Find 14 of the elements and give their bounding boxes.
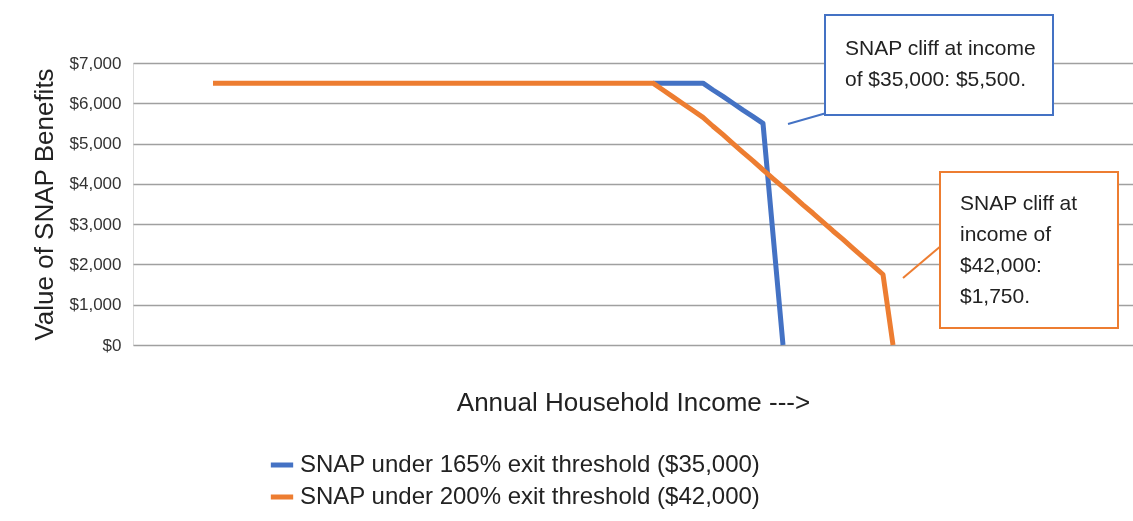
y-tick-label: $4,000	[69, 174, 122, 194]
y-tick-label: $3,000	[69, 214, 122, 234]
x-axis-title: Annual Household Income --->	[456, 386, 811, 417]
annotation: SNAP cliff at income of $35,000: $5,500.	[845, 36, 1036, 90]
y-axis-title: Value of SNAP Benefits	[28, 68, 59, 341]
y-tick-label: $0	[102, 335, 122, 355]
y-tick-label: $1,000	[69, 295, 122, 315]
annotation: SNAP cliff at income of $42,000: $1,750.	[960, 191, 1078, 307]
y-tick-label: $2,000	[69, 254, 122, 274]
y-tick-label: $6,000	[69, 93, 122, 113]
legend-label: SNAP under 165% exit threshold ($35,000)	[300, 450, 760, 477]
legend-label: SNAP under 200% exit threshold ($42,000)	[300, 482, 760, 509]
y-tick-label: $5,000	[69, 134, 122, 154]
y-tick-label: $7,000	[69, 53, 122, 73]
